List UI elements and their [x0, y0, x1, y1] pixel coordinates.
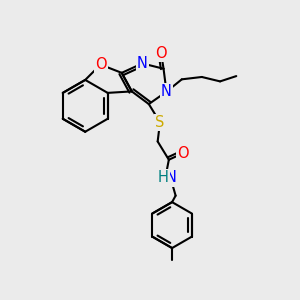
Text: S: S — [155, 115, 165, 130]
Text: N: N — [165, 170, 176, 185]
Text: H: H — [158, 170, 168, 185]
Text: O: O — [155, 46, 167, 61]
Text: O: O — [177, 146, 189, 161]
Text: N: N — [161, 84, 172, 99]
Text: N: N — [137, 56, 148, 71]
Text: O: O — [95, 57, 106, 72]
